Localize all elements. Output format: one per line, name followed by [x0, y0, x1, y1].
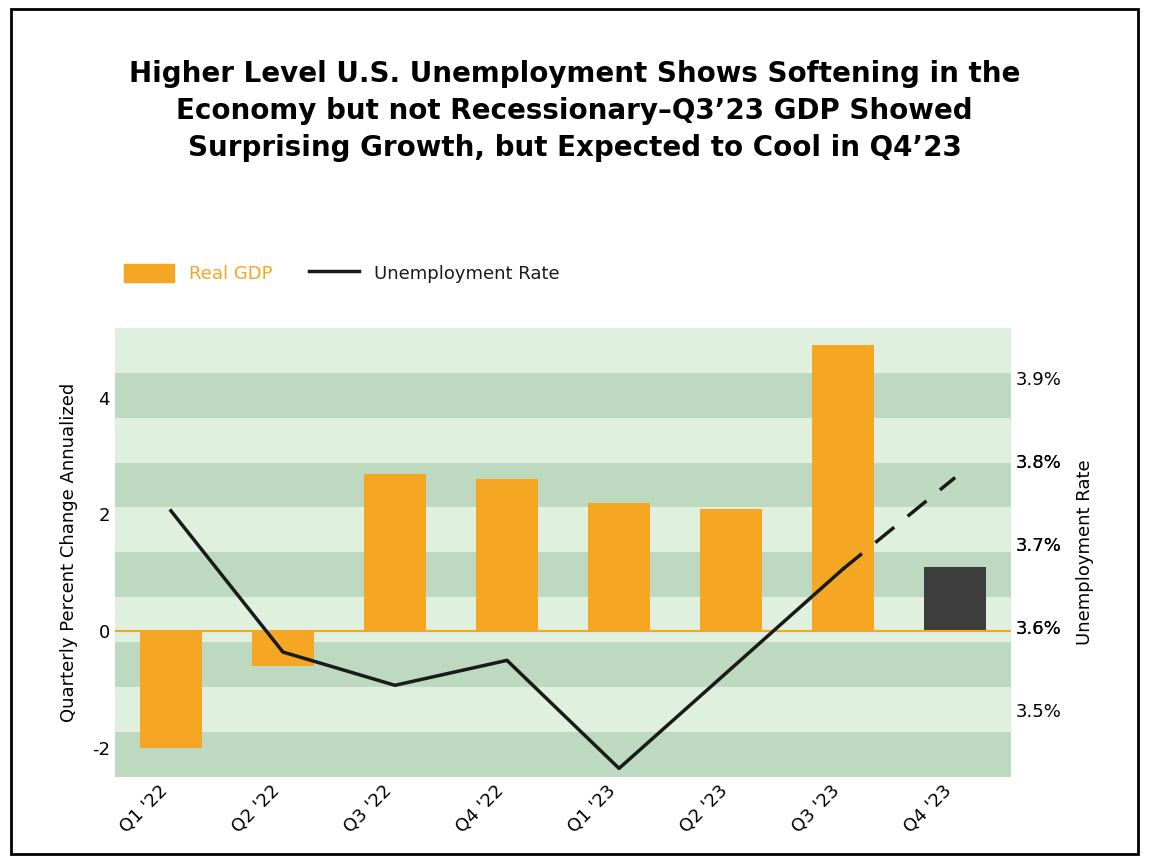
Y-axis label: Unemployment Rate: Unemployment Rate — [1075, 459, 1094, 646]
Bar — [476, 480, 538, 631]
Bar — [700, 508, 762, 631]
Bar — [115, 597, 1011, 642]
Bar — [115, 642, 1011, 687]
Bar — [588, 503, 650, 631]
Legend: Real GDP, Unemployment Rate: Real GDP, Unemployment Rate — [124, 264, 560, 283]
Bar — [140, 631, 202, 747]
Bar — [252, 631, 314, 666]
Bar — [115, 507, 1011, 552]
Bar — [115, 373, 1011, 418]
Bar — [115, 552, 1011, 597]
Bar — [115, 418, 1011, 463]
Text: Higher Level U.S. Unemployment Shows Softening in the
Economy but not Recessiona: Higher Level U.S. Unemployment Shows Sof… — [129, 60, 1020, 162]
Bar — [924, 567, 986, 631]
Bar — [364, 474, 426, 631]
Bar — [115, 687, 1011, 732]
Bar — [115, 328, 1011, 373]
Bar — [115, 463, 1011, 507]
Bar — [812, 345, 874, 631]
Bar — [115, 732, 1011, 777]
Y-axis label: Quarterly Percent Change Annualized: Quarterly Percent Change Annualized — [60, 382, 78, 722]
